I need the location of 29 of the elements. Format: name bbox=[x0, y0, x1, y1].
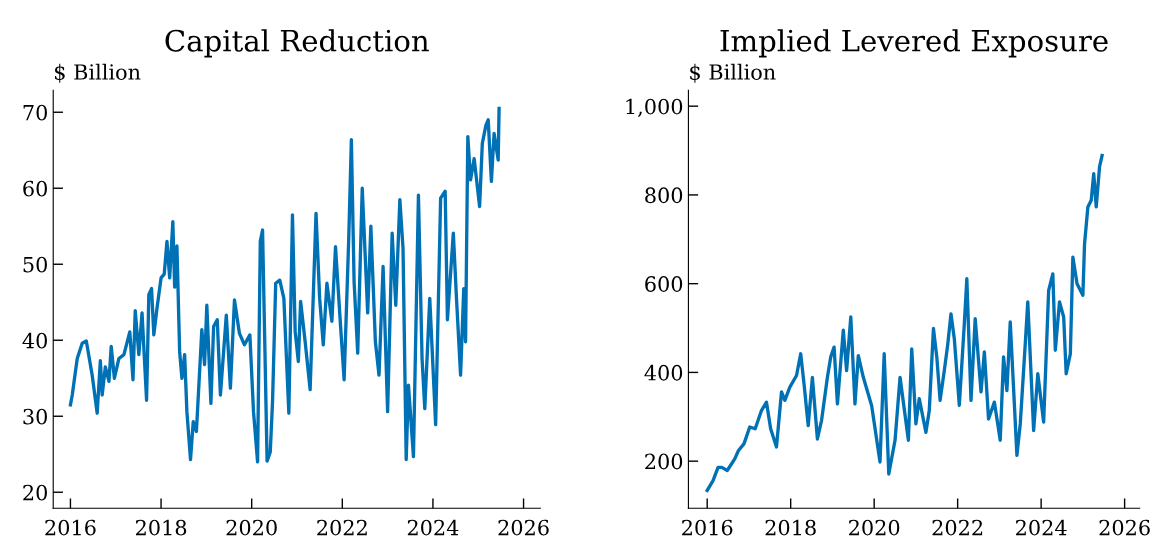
y-tick-label: 40 bbox=[22, 332, 47, 349]
x-tick-label: 2022 bbox=[932, 519, 983, 536]
chart-title: Capital Reduction bbox=[165, 29, 429, 58]
x-tick-label: 2018 bbox=[765, 519, 816, 536]
y-tick-label: 1,000 bbox=[626, 98, 683, 117]
chart-title: Implied Levered Exposure bbox=[720, 29, 1108, 58]
x-tick-label: 2026 bbox=[1099, 519, 1150, 536]
x-tick-label: 2026 bbox=[498, 519, 549, 536]
y-tick-label: 200 bbox=[645, 453, 683, 470]
x-tick-label: 2016 bbox=[682, 519, 733, 536]
x-tick-label: 2020 bbox=[226, 519, 277, 536]
y-axis-title: $ Billion bbox=[54, 63, 141, 83]
y-tick-label: 50 bbox=[23, 256, 47, 273]
x-tick-label: 2016 bbox=[45, 519, 96, 536]
y-tick-label: 800 bbox=[645, 187, 683, 204]
y-tick-label: 400 bbox=[644, 364, 683, 381]
x-tick-label: 2018 bbox=[135, 519, 187, 536]
x-tick-label: 2024 bbox=[407, 519, 459, 536]
x-tick-label: 2024 bbox=[1016, 519, 1067, 536]
line-series bbox=[705, 153, 1104, 493]
y-tick-label: 60 bbox=[23, 180, 47, 197]
y-tick-label: 70 bbox=[23, 104, 47, 121]
y-tick-label: 20 bbox=[23, 484, 47, 501]
y-tick-label: 600 bbox=[645, 276, 683, 292]
y-axis-title: $ Billion bbox=[690, 63, 776, 83]
line-series bbox=[68, 106, 501, 464]
y-tick-label: 30 bbox=[23, 408, 47, 425]
x-tick-label: 2020 bbox=[849, 519, 900, 536]
x-tick-label: 2022 bbox=[317, 519, 367, 536]
